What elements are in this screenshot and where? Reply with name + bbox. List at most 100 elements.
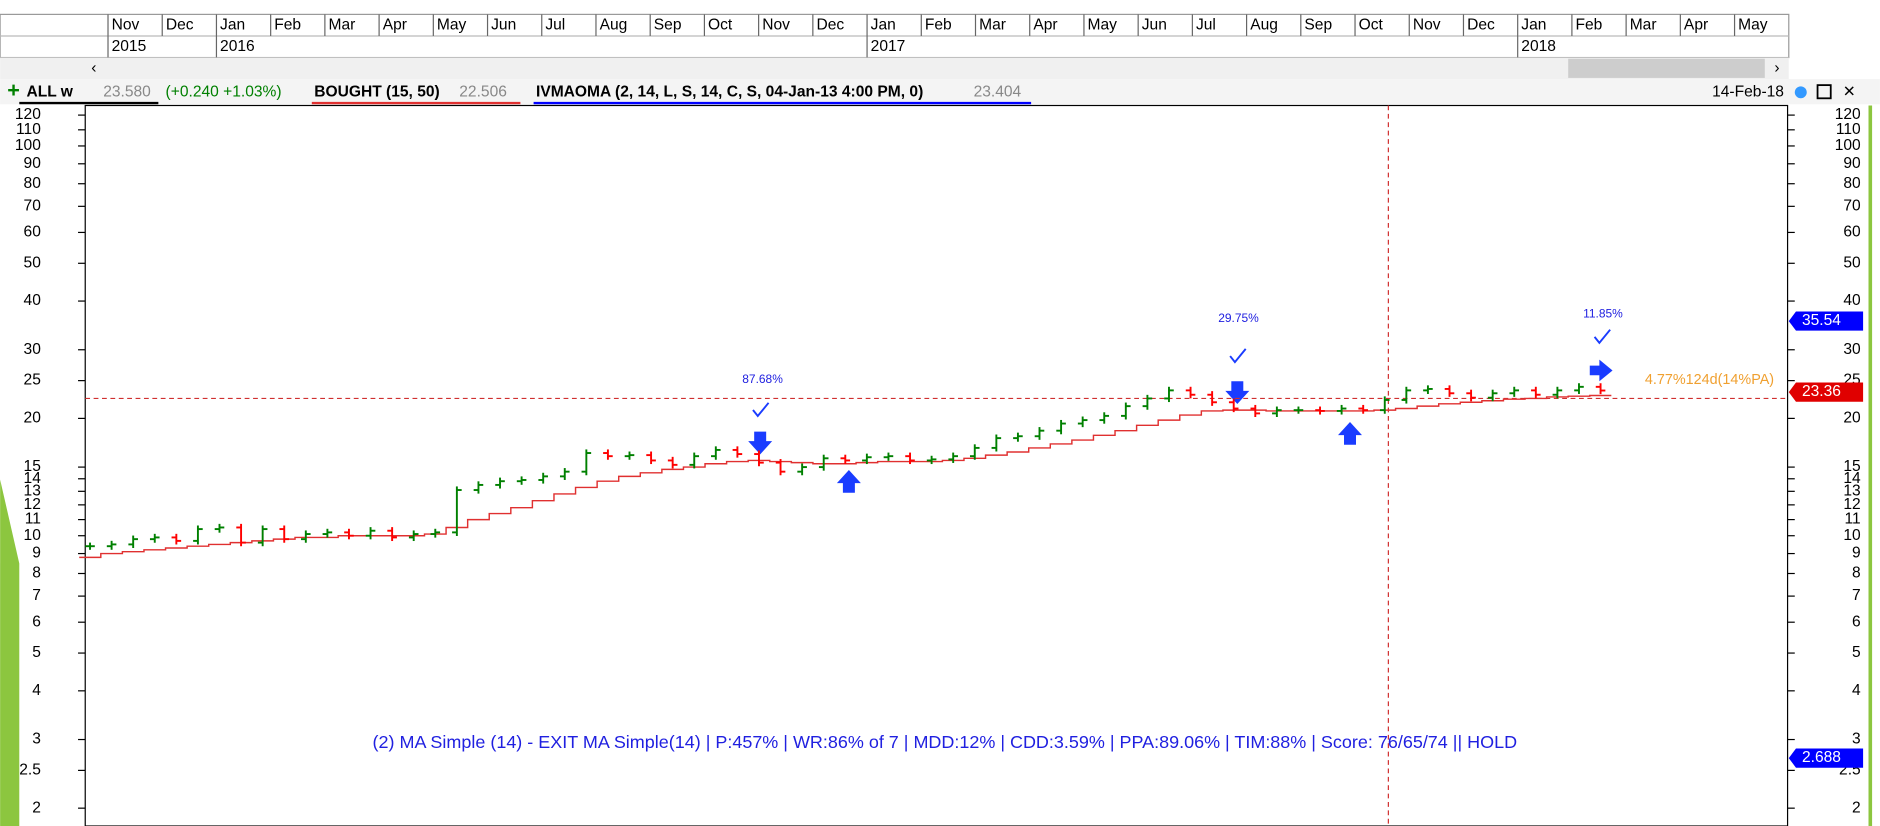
month-label: Jul	[545, 16, 565, 33]
price-bar	[516, 476, 527, 485]
close-button[interactable]: ✕	[1843, 83, 1856, 100]
y-tick-label: 50	[1843, 254, 1861, 271]
legend-value: 22.506	[459, 83, 507, 100]
annotation: 87.68%	[742, 372, 783, 386]
price-bar	[452, 486, 462, 536]
price-flag	[1788, 748, 1864, 768]
legend-name: ALL w	[26, 83, 73, 100]
price-bar	[1423, 385, 1433, 394]
price-bar	[85, 542, 95, 550]
price-bar	[236, 523, 246, 547]
legend-name: IVMAOMA (2, 14, L, S, 14, C, S, 04-Jan-1…	[536, 83, 923, 100]
maximize-button[interactable]	[1816, 84, 1832, 100]
slide-decoration	[0, 479, 20, 826]
price-bar	[775, 459, 786, 476]
y-tick-label: 7	[32, 587, 41, 604]
month-label: Mar	[328, 16, 355, 33]
y-tick-label: 30	[24, 341, 42, 358]
window-button[interactable]	[1794, 86, 1807, 99]
add-icon[interactable]: +	[7, 77, 20, 102]
y-tick-label: 4	[1852, 682, 1861, 699]
y-tick-label: 110	[16, 121, 41, 138]
price-bar	[279, 525, 290, 543]
scroll-right[interactable]: ›	[1774, 59, 1779, 76]
month-label: Jan	[220, 16, 245, 33]
y-tick-label: 13	[24, 482, 41, 499]
y-tick-label: 9	[1852, 545, 1861, 562]
month-label: Nov	[762, 16, 790, 33]
price-bar	[1207, 391, 1217, 406]
month-label: Jun	[1142, 16, 1167, 33]
price-bar	[1034, 427, 1045, 440]
month-label: Dec	[816, 16, 844, 33]
price-flag-label: 23.36	[1802, 383, 1841, 400]
month-label: Jan	[871, 16, 896, 33]
buy-arrow	[836, 469, 861, 493]
price-bar	[689, 452, 700, 469]
hold-arrow	[1589, 359, 1613, 382]
price-bar	[732, 446, 743, 458]
price-bar	[559, 468, 570, 480]
price-bar	[1552, 386, 1563, 399]
price-bar	[408, 530, 419, 542]
y-tick-label: 12	[24, 496, 41, 513]
year-label: 2015	[112, 38, 147, 55]
month-label: Nov	[1413, 16, 1441, 33]
month-label: Apr	[1684, 16, 1708, 33]
checkmark	[1593, 329, 1611, 345]
price-flag-label: 35.54	[1802, 312, 1841, 329]
annotation: 11.85%	[1583, 306, 1623, 320]
price-bar	[883, 452, 894, 461]
price-bar	[1164, 386, 1174, 403]
month-label: Mar	[1630, 16, 1657, 33]
month-label: Oct	[708, 16, 733, 33]
status-text: (2) MA Simple (14) - EXIT MA Simple(14) …	[373, 732, 1518, 752]
y-tick-label: 110	[1836, 121, 1861, 138]
y-tick-label: 100	[1835, 137, 1861, 154]
legend-value: 23.404	[974, 83, 1022, 100]
y-tick-label: 20	[24, 410, 42, 427]
price-bar	[1121, 402, 1131, 420]
y-tick-label: 6	[1852, 613, 1861, 630]
price-bar	[1315, 406, 1325, 415]
price-bar	[818, 454, 829, 471]
checkmark	[752, 402, 770, 418]
scrollbar[interactable]	[0, 57, 1789, 80]
price-bar	[1401, 386, 1412, 404]
y-tick-label: 7	[1852, 587, 1861, 604]
month-label: Dec	[1467, 16, 1495, 33]
y-tick-label: 13	[1843, 482, 1860, 499]
price-bar	[581, 449, 592, 476]
price-bar	[926, 455, 937, 465]
plot-area	[84, 104, 1789, 826]
price-bar	[1013, 432, 1023, 442]
y-tick-label: 30	[1843, 341, 1861, 358]
price-bar	[1336, 404, 1347, 415]
price-bar	[797, 463, 807, 476]
scroll-thumb[interactable]	[1568, 58, 1765, 78]
price-bar	[603, 449, 613, 460]
y-tick-label: 40	[1843, 292, 1861, 309]
y-tick-label: 5	[1852, 644, 1861, 661]
price-bar	[106, 540, 117, 550]
month-label: Aug	[600, 16, 628, 33]
month-label: Apr	[1033, 16, 1057, 33]
y-tick-label: 100	[15, 137, 41, 154]
month-label: Jul	[1196, 16, 1216, 33]
price-bar	[365, 527, 376, 540]
y-tick-label: 80	[1843, 175, 1861, 192]
y-tick-label: 15	[1843, 458, 1861, 475]
price-bar	[905, 452, 915, 465]
scroll-left[interactable]: ‹	[91, 59, 96, 76]
price-flag-label: 2.688	[1802, 749, 1841, 766]
price-bar	[171, 533, 182, 545]
price-bar	[1099, 412, 1110, 424]
month-label: Mar	[979, 16, 1006, 33]
price-bar	[1228, 398, 1239, 413]
month-label: Oct	[1359, 16, 1384, 33]
y-tick-label: 120	[1835, 106, 1861, 123]
legend-value: 23.580	[103, 83, 151, 100]
y-tick-label: 70	[1843, 197, 1861, 214]
y-tick-label: 2	[1852, 799, 1861, 816]
